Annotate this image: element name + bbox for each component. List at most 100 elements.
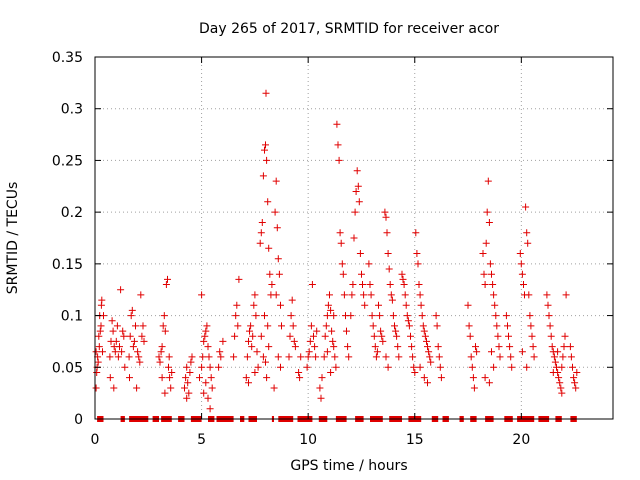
data-point bbox=[201, 332, 209, 340]
data-point bbox=[109, 327, 117, 335]
data-point bbox=[162, 281, 170, 288]
data-point bbox=[412, 229, 420, 237]
data-point bbox=[140, 337, 148, 345]
data-point bbox=[432, 312, 440, 320]
data-point bbox=[424, 379, 431, 387]
data-point bbox=[392, 327, 400, 335]
data-point bbox=[262, 358, 269, 366]
data-point bbox=[127, 312, 135, 320]
data-point bbox=[547, 332, 555, 340]
data-point bbox=[410, 363, 418, 371]
data-point bbox=[433, 322, 441, 330]
data-point bbox=[572, 384, 580, 392]
data-point bbox=[416, 291, 424, 299]
data-point bbox=[485, 379, 493, 387]
data-point bbox=[465, 322, 473, 330]
data-point bbox=[182, 374, 190, 382]
data-point bbox=[468, 363, 476, 371]
data-point bbox=[479, 250, 487, 257]
data-point bbox=[464, 301, 472, 309]
data-point bbox=[489, 281, 497, 288]
data-point bbox=[165, 363, 172, 371]
data-point bbox=[295, 369, 303, 376]
y-tick-label: 0.3 bbox=[61, 102, 83, 118]
data-point bbox=[167, 384, 175, 392]
data-point bbox=[340, 291, 348, 299]
data-point bbox=[354, 182, 362, 190]
data-point bbox=[207, 374, 215, 382]
data-point bbox=[278, 322, 285, 330]
data-point bbox=[317, 394, 325, 402]
y-tick-label: 0.35 bbox=[52, 50, 83, 66]
data-point bbox=[336, 229, 344, 237]
data-point bbox=[231, 332, 239, 340]
data-point bbox=[246, 327, 253, 335]
data-point bbox=[352, 188, 360, 195]
data-point bbox=[204, 394, 212, 402]
data-point bbox=[385, 265, 393, 273]
data-point bbox=[275, 270, 283, 278]
data-point bbox=[329, 337, 337, 345]
data-point bbox=[134, 348, 142, 356]
data-point bbox=[245, 379, 252, 387]
data-point bbox=[350, 234, 358, 242]
data-point bbox=[469, 374, 477, 382]
x-tick-label: 0 bbox=[91, 432, 100, 448]
data-point bbox=[245, 337, 252, 345]
data-point bbox=[527, 322, 535, 330]
data-point bbox=[307, 322, 315, 330]
data-point bbox=[291, 343, 299, 351]
data-point bbox=[326, 291, 333, 299]
data-point bbox=[378, 332, 386, 340]
data-point bbox=[466, 332, 474, 340]
data-point bbox=[383, 229, 391, 237]
data-point bbox=[548, 343, 556, 351]
data-point bbox=[233, 301, 241, 309]
data-point bbox=[235, 275, 243, 283]
data-point bbox=[377, 327, 385, 335]
data-point bbox=[467, 353, 475, 361]
data-point bbox=[330, 343, 338, 351]
data-point bbox=[555, 374, 563, 382]
data-point bbox=[261, 312, 268, 320]
data-point bbox=[504, 322, 511, 330]
data-point bbox=[545, 312, 553, 320]
data-point bbox=[308, 281, 316, 288]
data-point bbox=[562, 291, 570, 299]
data-point bbox=[351, 208, 359, 216]
data-point bbox=[550, 353, 558, 361]
data-point bbox=[199, 353, 207, 361]
data-point bbox=[119, 327, 127, 335]
data-point bbox=[421, 332, 429, 340]
data-point bbox=[490, 363, 498, 371]
data-point bbox=[543, 291, 551, 299]
chart-title: Day 265 of 2017, SRMTID for receiver aco… bbox=[199, 21, 499, 37]
data-point bbox=[161, 389, 169, 397]
y-axis-title: SRMTID / TECUs bbox=[5, 182, 21, 295]
data-point bbox=[472, 343, 479, 351]
data-point bbox=[348, 291, 356, 299]
data-point bbox=[386, 281, 394, 288]
y-tick-label: 0.15 bbox=[52, 257, 83, 273]
data-point bbox=[506, 343, 514, 351]
data-point bbox=[120, 332, 128, 340]
data-point bbox=[369, 322, 377, 330]
data-point bbox=[121, 363, 129, 371]
data-point bbox=[273, 224, 281, 232]
data-point bbox=[388, 296, 396, 304]
data-point bbox=[310, 332, 317, 340]
data-point bbox=[262, 89, 270, 97]
data-point bbox=[155, 353, 163, 361]
data-point bbox=[420, 327, 428, 335]
data-point bbox=[516, 250, 524, 257]
data-point bbox=[327, 306, 335, 314]
data-point bbox=[208, 384, 216, 392]
data-point bbox=[277, 301, 284, 309]
data-point bbox=[297, 353, 305, 361]
data-point bbox=[106, 353, 114, 361]
data-point bbox=[95, 343, 103, 351]
data-point bbox=[561, 332, 569, 340]
data-point bbox=[327, 369, 335, 376]
data-point bbox=[305, 348, 313, 356]
